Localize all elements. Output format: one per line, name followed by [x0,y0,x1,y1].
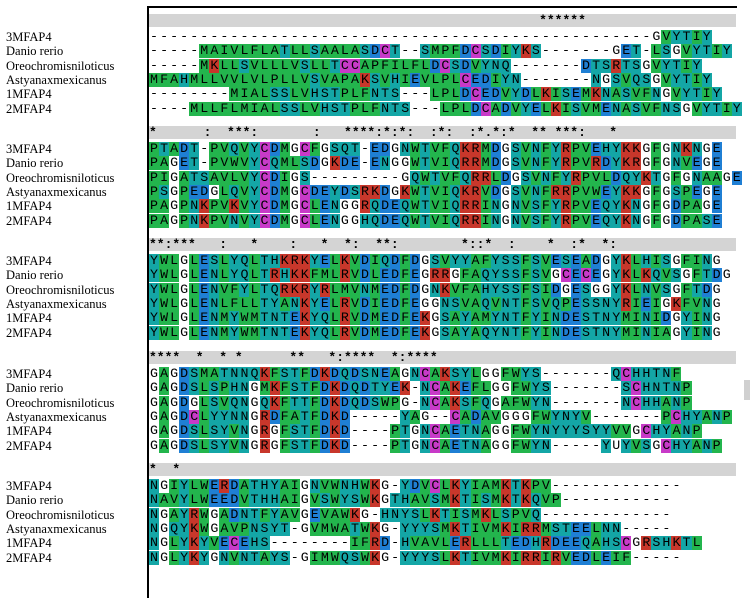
species-label: 2MFAP4 [6,213,52,228]
species-label: Astyanaxmexicanus [6,184,107,199]
species-label: 1MFAP4 [6,424,52,439]
species-label: 1MFAP4 [6,87,52,102]
sequence-row: ----------------------------------------… [150,29,712,44]
consensus-line: **:*** : * : * *: **: *::* : * :* *: [149,238,736,251]
species-label: 3MFAP4 [6,142,52,156]
consensus-line: * : ***: : ****:*:*: :*: :*.*:* ** ***: … [149,126,736,139]
species-label: Danio rerio [6,156,64,171]
species-label: 1MFAP4 [6,199,52,214]
species-label: Astyanaxmexicanus [6,521,107,536]
species-label: 2MFAP4 [6,550,52,565]
species-label: Danio rerio [6,493,64,508]
species-label: Astyanaxmexicanus [6,409,107,424]
species-label: 1MFAP4 [6,311,52,326]
species-label: Oreochromisniloticus [6,507,115,522]
species-label: 3MFAP4 [6,30,52,44]
consensus-line: * * [149,463,736,476]
species-label: Oreochromisniloticus [6,395,115,410]
alignment-panel: ****** 3MFAP4 - - - - - - - - - - - - - - - - - - - - - - - - - - - -… [6,6,750,598]
species-label: Oreochromisniloticus [6,170,115,185]
species-label: 2MFAP4 [6,325,52,340]
species-label: Astyanaxmexicanus [6,296,107,311]
species-label: 3MFAP4 [6,479,52,493]
species-label: Oreochromisniloticus [6,58,115,73]
species-label: 3MFAP4 [6,367,52,381]
species-label: 2MFAP4 [6,438,52,453]
species-label: Danio rerio [6,381,64,396]
species-label: Danio rerio [6,268,64,283]
species-label: Danio rerio [6,44,64,59]
consensus-line: ****** [149,14,736,27]
species-label: 1MFAP4 [6,536,52,551]
species-label: Astyanaxmexicanus [6,72,107,87]
species-label: Oreochromisniloticus [6,282,115,297]
species-label: 2MFAP4 [6,101,52,116]
species-label: 3MFAP4 [6,254,52,268]
gap-marker [744,380,750,400]
consensus-line: **** * * * ** *:**** *:**** [149,351,736,364]
